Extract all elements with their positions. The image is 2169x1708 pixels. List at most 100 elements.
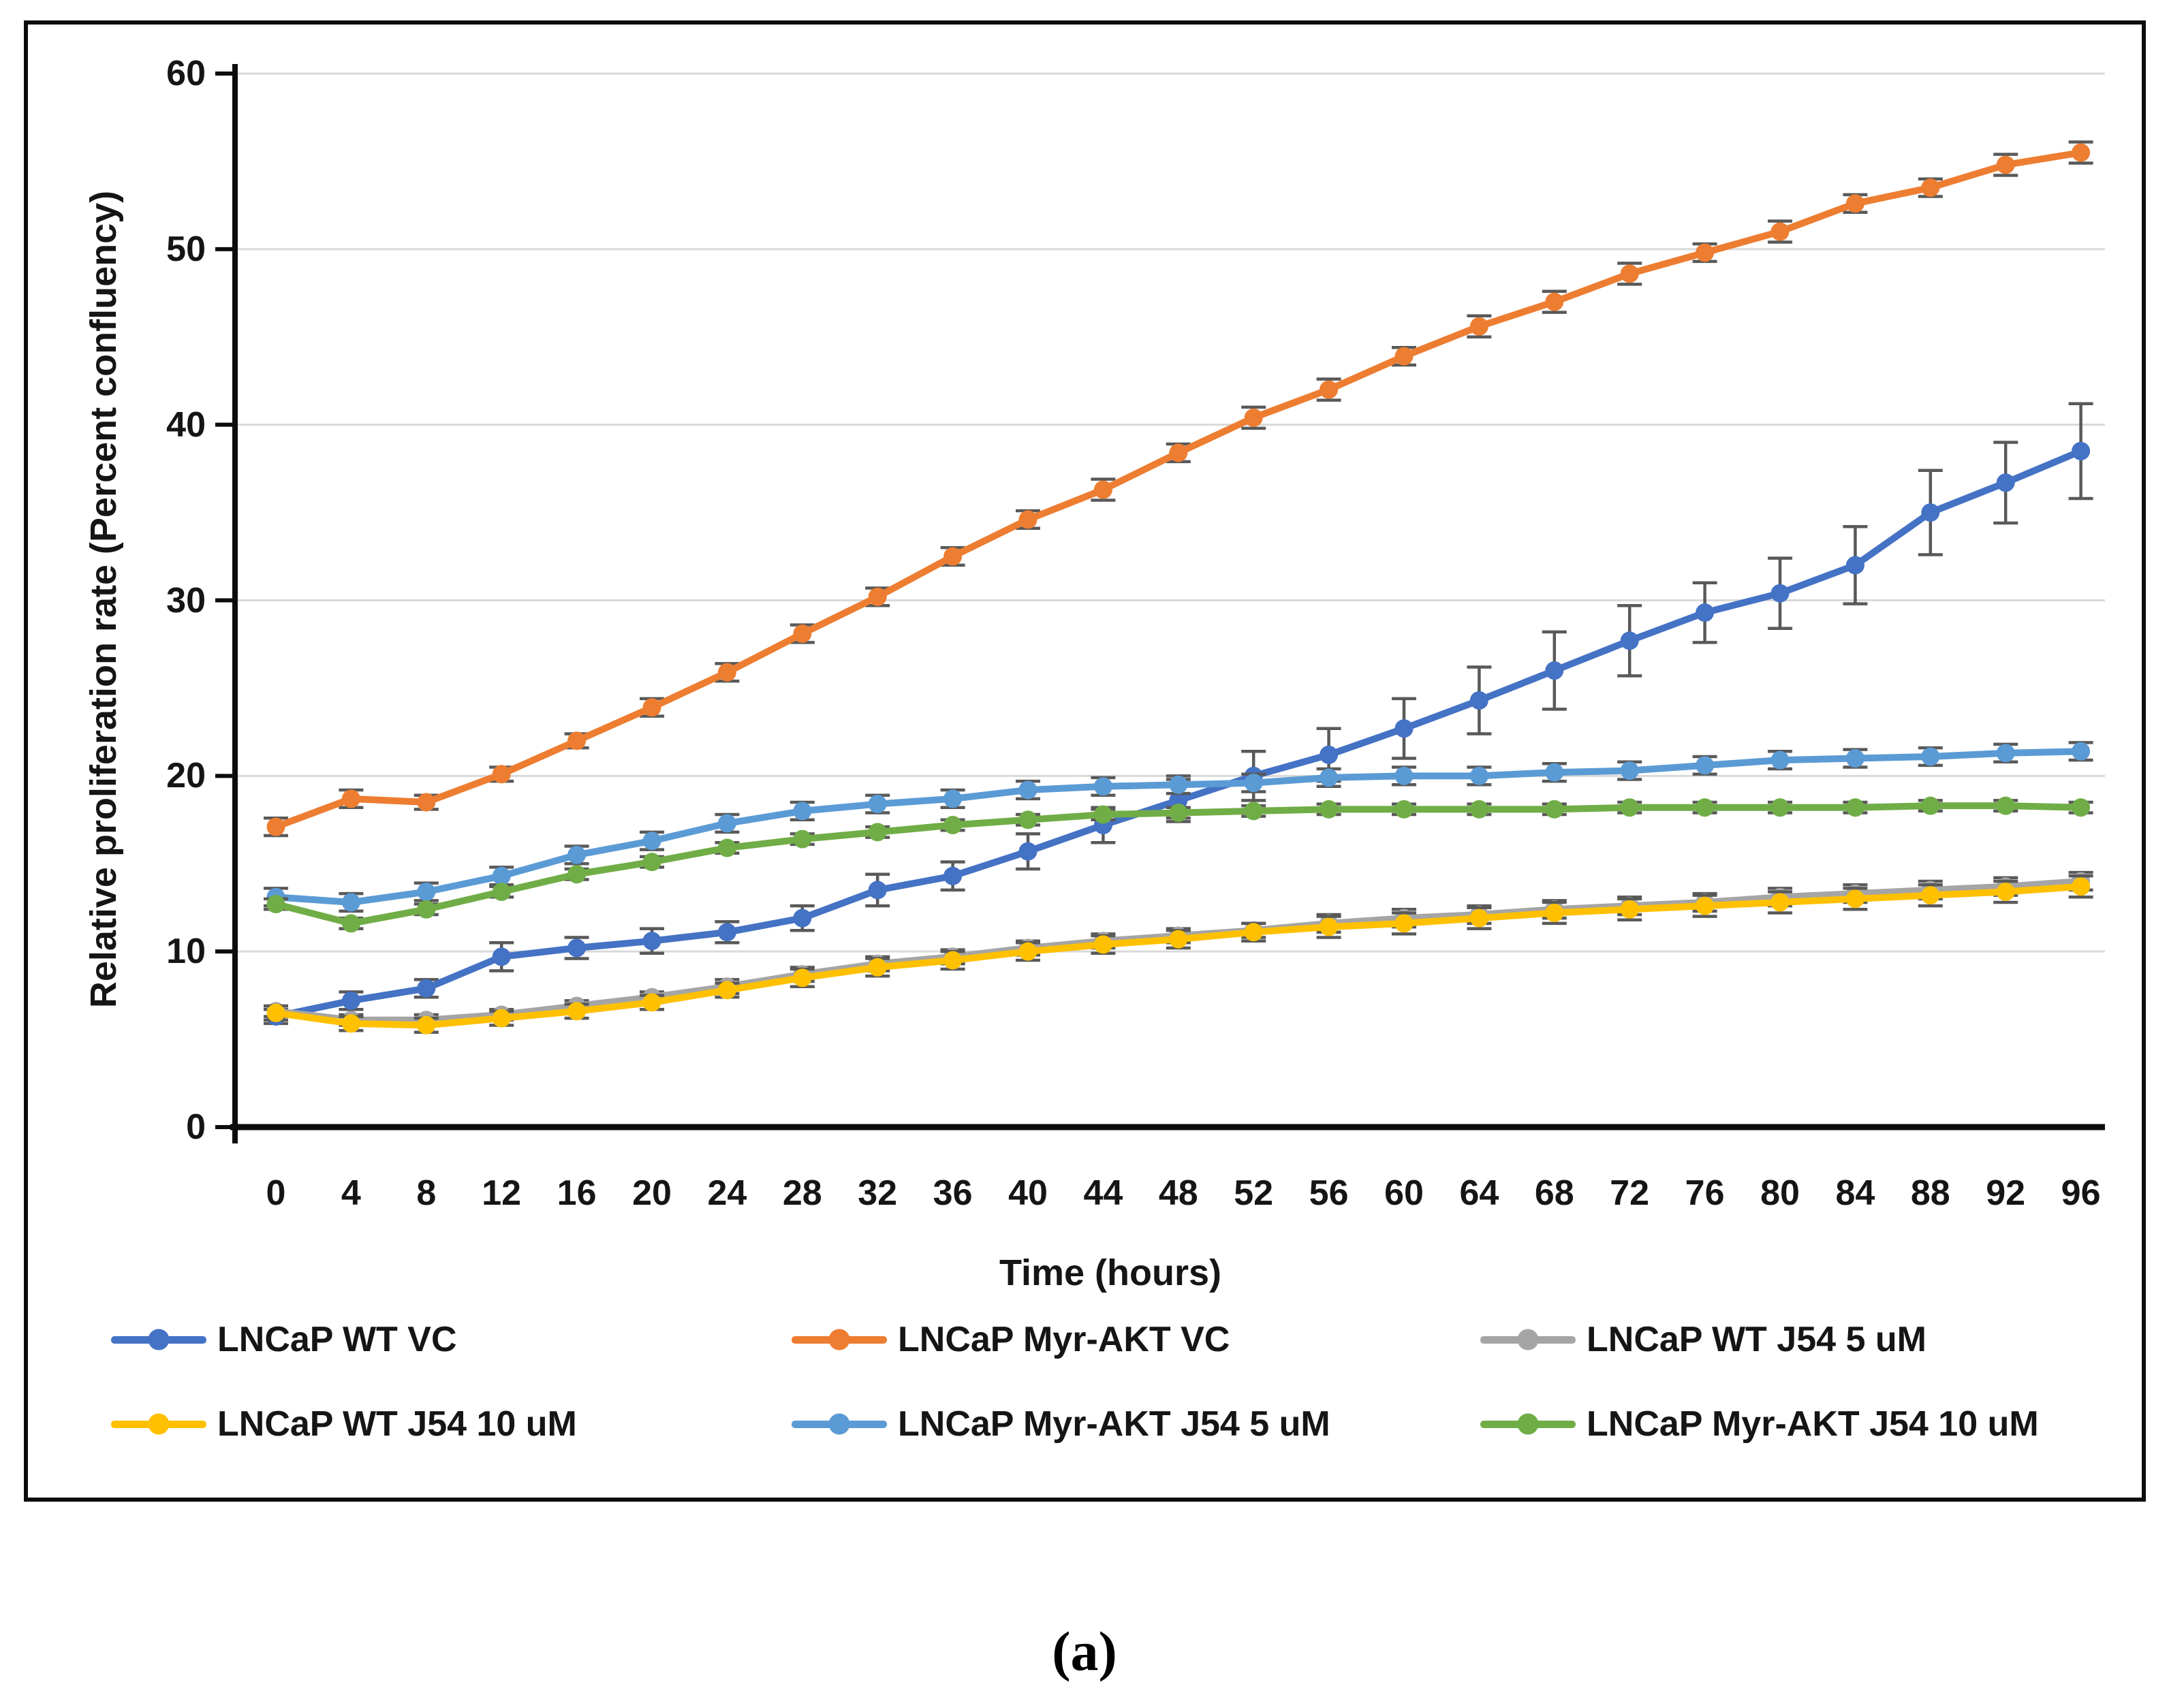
data-point-marker xyxy=(868,795,887,814)
data-point-marker xyxy=(1244,408,1263,427)
data-point-marker xyxy=(417,793,436,812)
data-point-marker xyxy=(793,968,812,987)
data-point-marker xyxy=(717,814,736,833)
data-point-marker xyxy=(1093,480,1112,499)
data-point-marker xyxy=(1921,886,1940,905)
data-point-marker xyxy=(1620,900,1639,919)
data-point-marker xyxy=(642,832,661,851)
data-point-marker xyxy=(417,900,436,919)
x-tick-label: 24 xyxy=(707,1173,747,1213)
data-point-marker xyxy=(717,663,736,682)
data-point-marker xyxy=(1770,222,1790,241)
data-point-marker xyxy=(2072,742,2091,761)
legend-item: LNCaP WT J54 10 uM xyxy=(111,1402,577,1446)
data-point-marker xyxy=(1093,935,1112,954)
data-point-marker xyxy=(1545,903,1564,922)
data-point-marker xyxy=(1845,889,1864,908)
data-point-marker xyxy=(1244,802,1263,821)
data-point-marker xyxy=(1996,155,2015,174)
legend-dot-icon xyxy=(828,1329,850,1350)
data-point-marker xyxy=(1921,503,1940,522)
data-point-marker xyxy=(1996,744,2015,763)
x-tick-label: 44 xyxy=(1083,1173,1123,1213)
series-4 xyxy=(264,874,2093,1034)
data-point-marker xyxy=(567,1002,587,1021)
legend-marker-icon xyxy=(111,1329,206,1350)
data-point-marker xyxy=(266,817,285,836)
data-point-marker xyxy=(793,624,812,643)
data-point-marker xyxy=(1394,914,1414,933)
data-point-marker xyxy=(567,865,587,884)
data-point-marker xyxy=(1469,691,1488,710)
figure-caption: (a) xyxy=(1052,1620,1117,1682)
data-point-marker xyxy=(341,893,360,912)
x-tick-label: 40 xyxy=(1008,1173,1048,1213)
data-point-marker xyxy=(642,993,661,1012)
data-point-marker xyxy=(1696,798,1715,817)
x-tick-label: 4 xyxy=(341,1173,361,1213)
legend-item-label: LNCaP Myr-AKT J54 10 uM xyxy=(1587,1404,2039,1444)
legend-item: LNCaP Myr-AKT J54 10 uM xyxy=(1480,1402,2039,1446)
data-point-marker xyxy=(1169,803,1188,822)
x-tick-label: 84 xyxy=(1835,1173,1875,1213)
legend-dot-icon xyxy=(148,1413,170,1435)
data-point-marker xyxy=(717,923,736,942)
data-point-marker xyxy=(1620,631,1639,650)
data-point-marker xyxy=(1169,775,1188,794)
data-point-marker xyxy=(567,938,587,958)
data-point-marker xyxy=(567,731,587,750)
data-point-marker xyxy=(1845,556,1864,575)
data-point-marker xyxy=(341,789,360,808)
data-point-marker xyxy=(1545,800,1564,819)
legend-item-label: LNCaP WT VC xyxy=(217,1320,457,1359)
x-tick-label: 32 xyxy=(858,1173,898,1213)
data-point-marker xyxy=(1093,777,1112,796)
x-tick-label: 8 xyxy=(416,1173,437,1213)
series-6 xyxy=(264,796,2093,933)
data-point-marker xyxy=(793,908,812,928)
legend-dot-icon xyxy=(828,1413,850,1435)
data-point-marker xyxy=(1696,756,1715,775)
data-point-marker xyxy=(1018,810,1037,829)
y-tick-label: 30 xyxy=(166,580,206,620)
data-point-marker xyxy=(1845,749,1864,768)
data-point-marker xyxy=(717,838,736,857)
data-point-marker xyxy=(943,951,963,970)
data-point-marker xyxy=(1696,896,1715,915)
x-tick-label: 20 xyxy=(632,1173,672,1213)
legend-dot-icon xyxy=(1517,1413,1539,1435)
data-point-marker xyxy=(492,765,511,784)
data-point-marker xyxy=(943,547,963,566)
data-point-marker xyxy=(1394,766,1414,785)
x-axis-title: Time (hours) xyxy=(999,1252,1222,1293)
data-point-marker xyxy=(1093,805,1112,824)
data-point-marker xyxy=(1469,800,1488,819)
data-point-marker xyxy=(1320,768,1339,787)
legend-marker-icon xyxy=(792,1329,887,1350)
x-tick-label: 60 xyxy=(1384,1173,1424,1213)
data-point-marker xyxy=(868,958,887,977)
data-point-marker xyxy=(1018,942,1037,961)
data-point-marker xyxy=(2072,877,2091,896)
error-bar-path xyxy=(264,140,2093,838)
data-point-marker xyxy=(1469,766,1488,785)
data-point-marker xyxy=(1244,923,1263,942)
y-axis-title-text: Relative proliferation rate (Percent con… xyxy=(83,190,124,1009)
data-point-marker xyxy=(341,914,360,933)
data-point-marker xyxy=(1996,473,2015,492)
data-point-marker xyxy=(943,816,963,835)
data-point-marker xyxy=(1394,719,1414,738)
data-point-marker xyxy=(868,587,887,606)
data-point-marker xyxy=(2072,143,2091,162)
x-tick-label: 28 xyxy=(782,1173,822,1213)
series-line xyxy=(272,149,2085,831)
data-point-marker xyxy=(1620,798,1639,817)
x-tick-label: 12 xyxy=(482,1173,522,1213)
data-point-marker xyxy=(1921,178,1940,197)
legend-dot-icon xyxy=(148,1329,170,1350)
data-point-marker xyxy=(642,932,661,951)
x-tick-label: 16 xyxy=(557,1173,597,1213)
data-point-marker xyxy=(341,991,360,1010)
y-tick-label: 60 xyxy=(166,54,206,93)
